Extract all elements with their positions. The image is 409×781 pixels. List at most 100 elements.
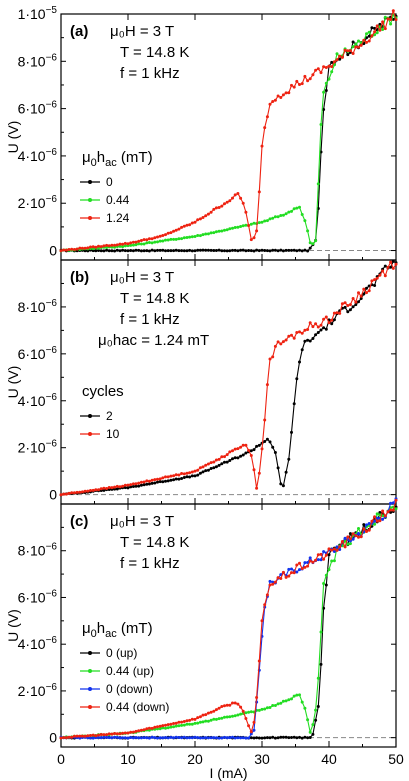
data-point (129, 243, 133, 247)
data-point (343, 539, 347, 543)
data-point (89, 734, 92, 737)
data-point (311, 325, 315, 329)
data-point (322, 108, 326, 111)
data-point (139, 249, 143, 253)
panel-label: (a) (70, 23, 88, 40)
data-point (281, 484, 285, 488)
data-point (357, 535, 360, 539)
data-point (346, 304, 350, 307)
data-point (150, 481, 154, 485)
data-point (236, 713, 240, 717)
data-point (158, 477, 162, 481)
data-point (174, 237, 178, 241)
data-point (145, 727, 149, 731)
data-point (273, 580, 277, 584)
data-point (351, 305, 355, 309)
data-point (306, 229, 310, 233)
data-point (188, 471, 192, 475)
data-point (174, 724, 178, 728)
y-tick-label: 0 (49, 730, 57, 746)
data-point (241, 443, 245, 447)
data-point (298, 330, 301, 334)
data-point (220, 229, 224, 233)
data-point (75, 247, 79, 251)
data-point (91, 736, 95, 740)
data-point (330, 318, 334, 322)
data-point (214, 708, 218, 712)
data-point (190, 249, 194, 253)
data-point (118, 242, 122, 246)
data-point (308, 246, 312, 250)
data-point (182, 723, 186, 727)
data-point (223, 249, 226, 253)
data-point (228, 450, 232, 454)
data-point (137, 248, 141, 252)
data-point (147, 479, 151, 483)
data-point (365, 40, 368, 44)
data-point (239, 196, 243, 200)
data-point (303, 74, 307, 78)
data-point (324, 573, 328, 577)
data-point (306, 561, 310, 564)
data-point (335, 311, 339, 315)
data-point (389, 510, 393, 514)
data-point (228, 736, 232, 740)
data-point (386, 17, 390, 21)
data-point (169, 735, 173, 739)
data-point (131, 240, 135, 244)
data-point (164, 475, 167, 479)
data-point (129, 736, 133, 739)
data-point (348, 532, 352, 536)
data-point (201, 470, 205, 474)
data-point (228, 227, 232, 231)
data-point (332, 550, 336, 553)
data-point (137, 242, 141, 246)
data-point (394, 262, 398, 266)
data-point (166, 723, 170, 727)
data-point (292, 207, 296, 211)
data-point (263, 418, 267, 422)
data-point (169, 474, 173, 478)
data-point (287, 574, 291, 578)
data-point (169, 478, 173, 482)
data-point (225, 249, 229, 253)
data-point (121, 484, 125, 488)
data-point (271, 355, 275, 359)
data-point (153, 736, 157, 740)
data-point (239, 454, 243, 458)
data-point (263, 603, 267, 607)
data-point (249, 449, 253, 453)
data-point (391, 266, 395, 270)
data-point (156, 480, 159, 484)
data-point (295, 79, 299, 83)
data-point (367, 30, 371, 34)
data-point (217, 248, 221, 252)
legend-label: 0 (down) (106, 682, 153, 696)
data-point (303, 328, 307, 332)
y-axis-title: U (V) (5, 366, 21, 399)
data-point (319, 328, 323, 332)
data-point (351, 532, 355, 536)
data-point (217, 463, 221, 467)
data-point (105, 248, 109, 252)
data-point (70, 491, 74, 495)
data-point (225, 453, 229, 457)
data-point (351, 45, 355, 49)
data-point (118, 736, 122, 740)
data-point (252, 736, 256, 740)
data-point (324, 81, 328, 85)
data-point (185, 719, 189, 723)
data-point (303, 735, 307, 739)
data-point (308, 730, 312, 734)
data-point (212, 460, 216, 464)
data-point (182, 249, 186, 253)
data-point (378, 273, 382, 277)
data-point (188, 235, 192, 239)
data-point (303, 219, 307, 223)
data-point (239, 225, 243, 228)
data-point (89, 245, 92, 249)
data-point (271, 248, 275, 252)
data-point (150, 237, 154, 241)
data-point (121, 242, 125, 246)
data-point (123, 483, 127, 487)
